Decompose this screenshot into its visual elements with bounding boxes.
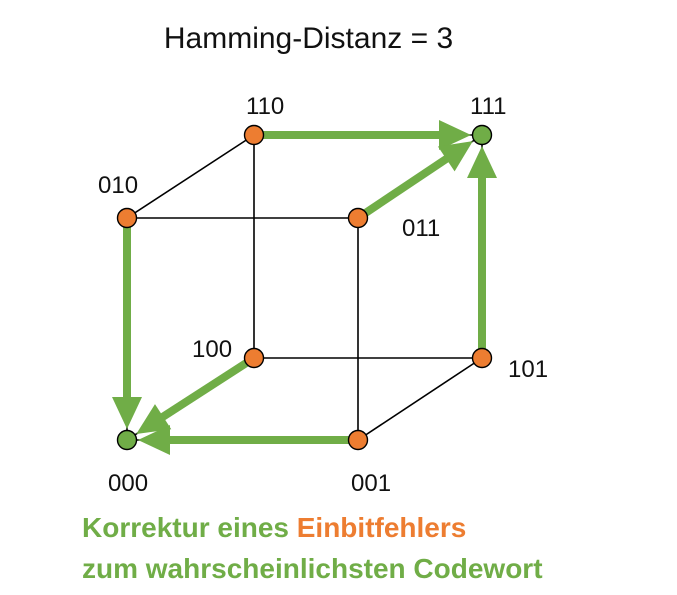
node-101-error	[471, 347, 493, 369]
node-111-codeword	[471, 124, 493, 146]
node-label-000: 000	[108, 470, 149, 497]
correction-arrow-110-to-111	[263, 120, 471, 150]
arrow-head	[138, 425, 170, 455]
node-label-100: 100	[192, 336, 233, 363]
node-110-error	[243, 124, 265, 146]
caption-correction-text: Korrektur eines	[82, 512, 297, 543]
correction-arrow-101-to-111	[467, 146, 497, 349]
arrow-head	[437, 141, 473, 172]
node-000-codeword	[116, 429, 138, 451]
caption-line-1: Korrektur eines Einbitfehlers	[82, 512, 466, 544]
node-001-error	[347, 429, 369, 451]
arrow-head	[112, 397, 142, 429]
node-label-001: 001	[351, 470, 392, 497]
correction-arrows	[112, 120, 497, 455]
node-010-error	[116, 207, 138, 229]
node-label-111: 111	[470, 93, 507, 120]
arrow-head	[439, 120, 471, 150]
node-label-011: 011	[402, 215, 441, 242]
arrow-head	[467, 146, 497, 178]
node-011-error	[347, 207, 369, 229]
cube-edge-010-110	[126, 134, 255, 219]
correction-arrow-100-to-000	[136, 359, 249, 435]
node-label-010: 010	[98, 172, 139, 199]
cube-nodes	[116, 124, 493, 451]
arrow-head	[136, 404, 172, 435]
arrow-shaft	[363, 154, 451, 217]
node-label-110: 110	[246, 93, 285, 120]
correction-arrow-001-to-000	[138, 425, 349, 455]
caption-line-2: zum wahrscheinlichsten Codewort	[82, 553, 543, 584]
diagram-title: Hamming-Distanz = 3	[163, 22, 454, 55]
correction-arrow-010-to-000	[112, 227, 142, 429]
node-100-error	[243, 347, 265, 369]
caption-single-bit-error-text: Einbitfehlers	[296, 512, 467, 543]
cube-edge-001-101	[357, 357, 483, 441]
arrow-shaft	[159, 359, 249, 422]
correction-arrow-011-to-111	[363, 141, 473, 217]
node-label-101: 101	[508, 356, 549, 383]
cube-edges	[126, 134, 483, 441]
